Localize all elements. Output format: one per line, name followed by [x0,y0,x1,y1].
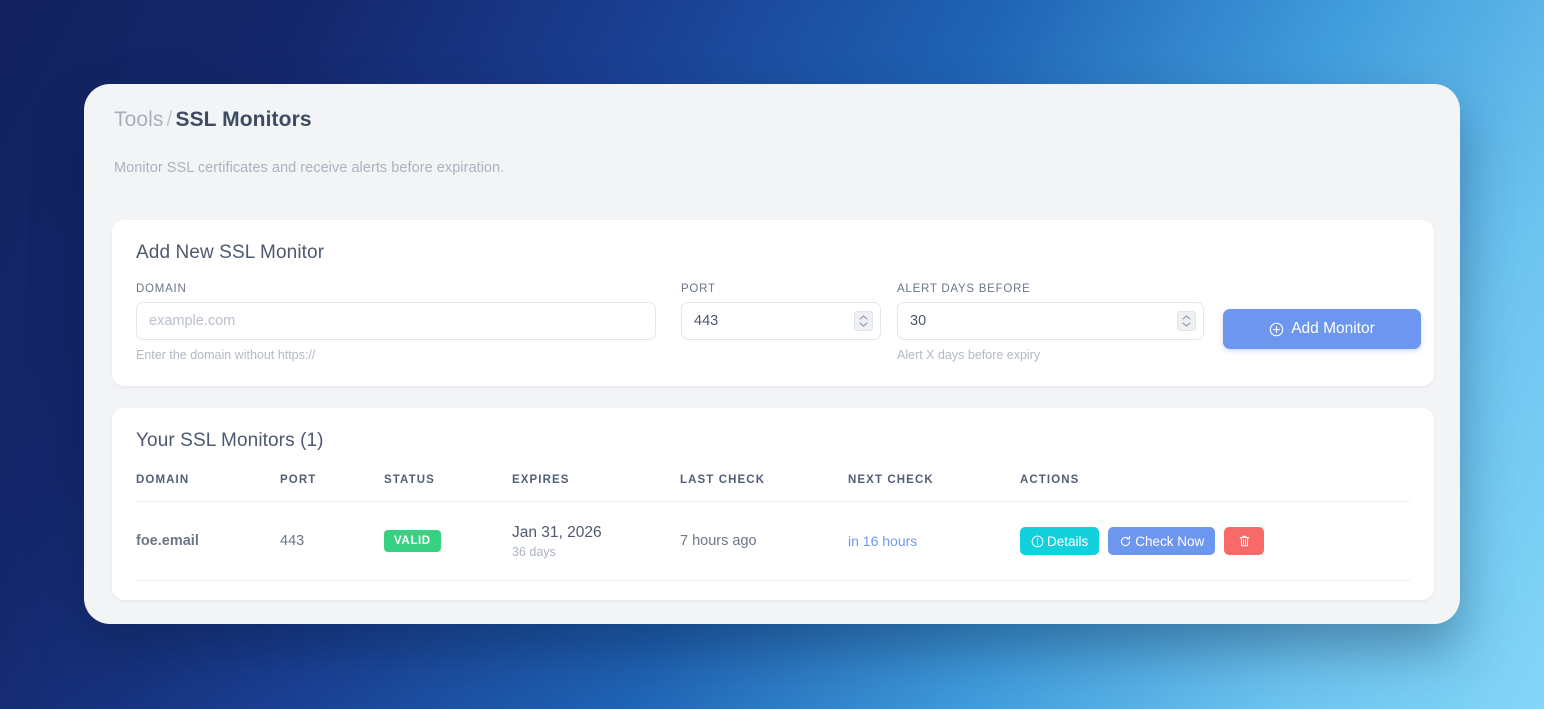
alert-days-hint: Alert X days before expiry [897,348,1041,362]
alert-days-field-group: ALERT DAYS BEFORE Alert X days before ex… [897,283,1204,362]
domain-hint: Enter the domain without https:// [136,348,316,362]
port-label: PORT [681,283,716,295]
check-now-button[interactable]: Check Now [1108,527,1216,556]
cell-last-check: 7 hours ago [680,501,848,582]
chevron-down-icon [1182,322,1191,327]
check-now-button-label: Check Now [1135,533,1205,549]
delete-button[interactable] [1224,527,1265,556]
column-header-expires: EXPIRES [512,474,680,502]
domain-field-group: DOMAIN Enter the domain without https:// [136,283,656,362]
column-header-port: PORT [280,474,384,502]
table-row: foe.email 443 VALID Jan 31, 2026 36 days… [136,501,1410,582]
add-monitor-button[interactable]: Add Monitor [1223,309,1421,349]
next-check-value: in 16 hours [848,532,918,549]
alert-days-input[interactable] [897,302,1204,340]
port-stepper[interactable] [854,311,873,331]
plus-circle-icon [1269,322,1284,336]
add-monitor-panel: Add New SSL Monitor DOMAIN Enter the dom… [112,220,1434,386]
column-header-status: STATUS [384,474,512,502]
port-field-group: PORT [681,283,881,340]
details-button[interactable]: Details [1020,527,1100,556]
details-button-label: Details [1047,533,1089,549]
monitors-panel: Your SSL Monitors (1) DOMAIN PORT STATUS… [112,408,1434,600]
add-monitor-title: Add New SSL Monitor [136,242,325,263]
cell-port: 443 [280,501,384,582]
cell-next-check: in 16 hours [848,501,1020,582]
cell-domain: foe.email [136,501,280,582]
status-badge: VALID [384,530,441,553]
add-monitor-button-label: Add Monitor [1291,320,1375,337]
domain-input[interactable] [136,302,656,340]
page-subtitle: Monitor SSL certificates and receive ale… [114,160,505,176]
row-actions: Details Check Now [1020,527,1410,556]
chevron-up-icon [1182,315,1191,320]
breadcrumb-parent[interactable]: Tools [114,108,164,131]
column-header-actions: ACTIONS [1020,474,1410,502]
chevron-up-icon [859,315,868,320]
chevron-down-icon [859,322,868,327]
page-title: SSL Monitors [175,108,312,131]
add-monitor-form: DOMAIN Enter the domain without https://… [136,283,1421,377]
trash-icon [1239,535,1250,547]
alert-days-stepper[interactable] [1177,311,1196,331]
cell-status: VALID [384,501,512,582]
cell-actions: Details Check Now [1020,501,1410,582]
monitors-table: DOMAIN PORT STATUS EXPIRES LAST CHECK NE… [136,474,1410,582]
port-input[interactable] [681,302,881,340]
info-circle-icon [1031,535,1044,548]
refresh-icon [1121,535,1131,546]
breadcrumb-separator: / [166,108,173,131]
monitors-title: Your SSL Monitors (1) [136,430,324,451]
expires-days-remaining: 36 days [512,545,556,560]
expires-date: Jan 31, 2026 [512,524,602,541]
domain-label: DOMAIN [136,283,187,295]
column-header-last-check: LAST CHECK [680,474,848,502]
column-header-next-check: NEXT CHECK [848,474,1020,502]
cell-expires: Jan 31, 2026 36 days [512,501,680,582]
column-header-domain: DOMAIN [136,474,280,502]
app-card: Tools / SSL Monitors Monitor SSL certifica… [84,84,1460,624]
alert-days-label: ALERT DAYS BEFORE [897,283,1031,295]
table-header-row: DOMAIN PORT STATUS EXPIRES LAST CHECK NE… [136,474,1410,502]
breadcrumb: Tools / SSL Monitors [114,108,312,132]
